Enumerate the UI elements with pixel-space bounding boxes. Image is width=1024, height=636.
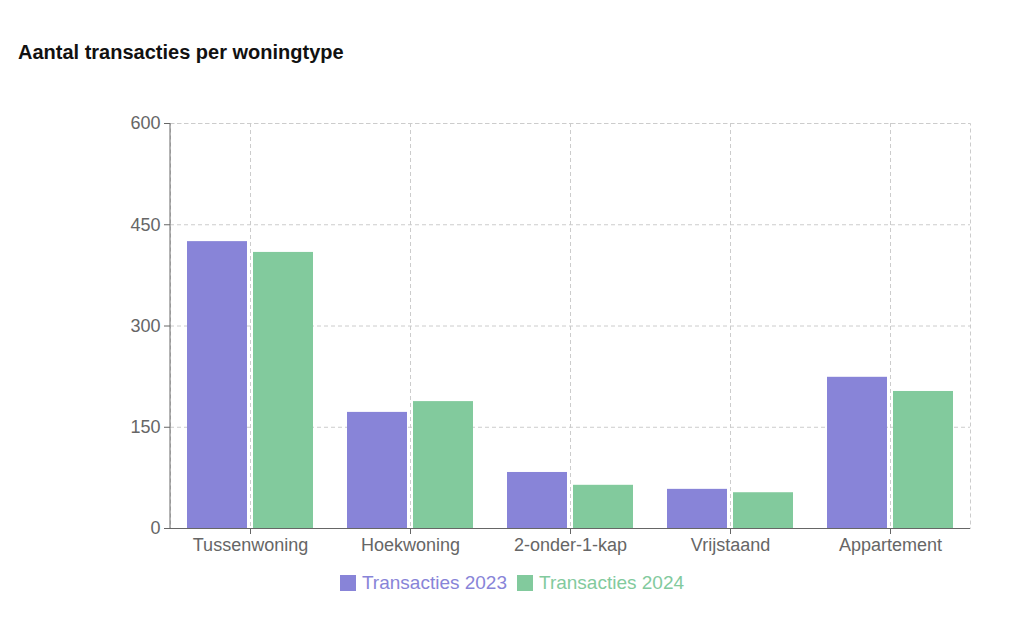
svg-text:Vrijstaand: Vrijstaand [691,535,770,555]
svg-text:0: 0 [150,518,160,538]
svg-text:Hoekwoning: Hoekwoning [361,535,460,555]
svg-text:450: 450 [130,215,160,235]
svg-text:150: 150 [130,417,160,437]
html-text:Transacties 2024: Transacties 2024 [539,572,684,593]
svg-text:300: 300 [130,316,160,336]
html-text:Aantal transacties per woningt: Aantal transacties per woningtype [18,41,344,63]
svg-text:600: 600 [130,113,160,133]
svg-text:2-onder-1-kap: 2-onder-1-kap [514,535,627,555]
html-text:Transacties 2023: Transacties 2023 [362,572,507,593]
svg-text:Appartement: Appartement [839,535,942,555]
svg-text:Tussenwoning: Tussenwoning [193,535,308,555]
